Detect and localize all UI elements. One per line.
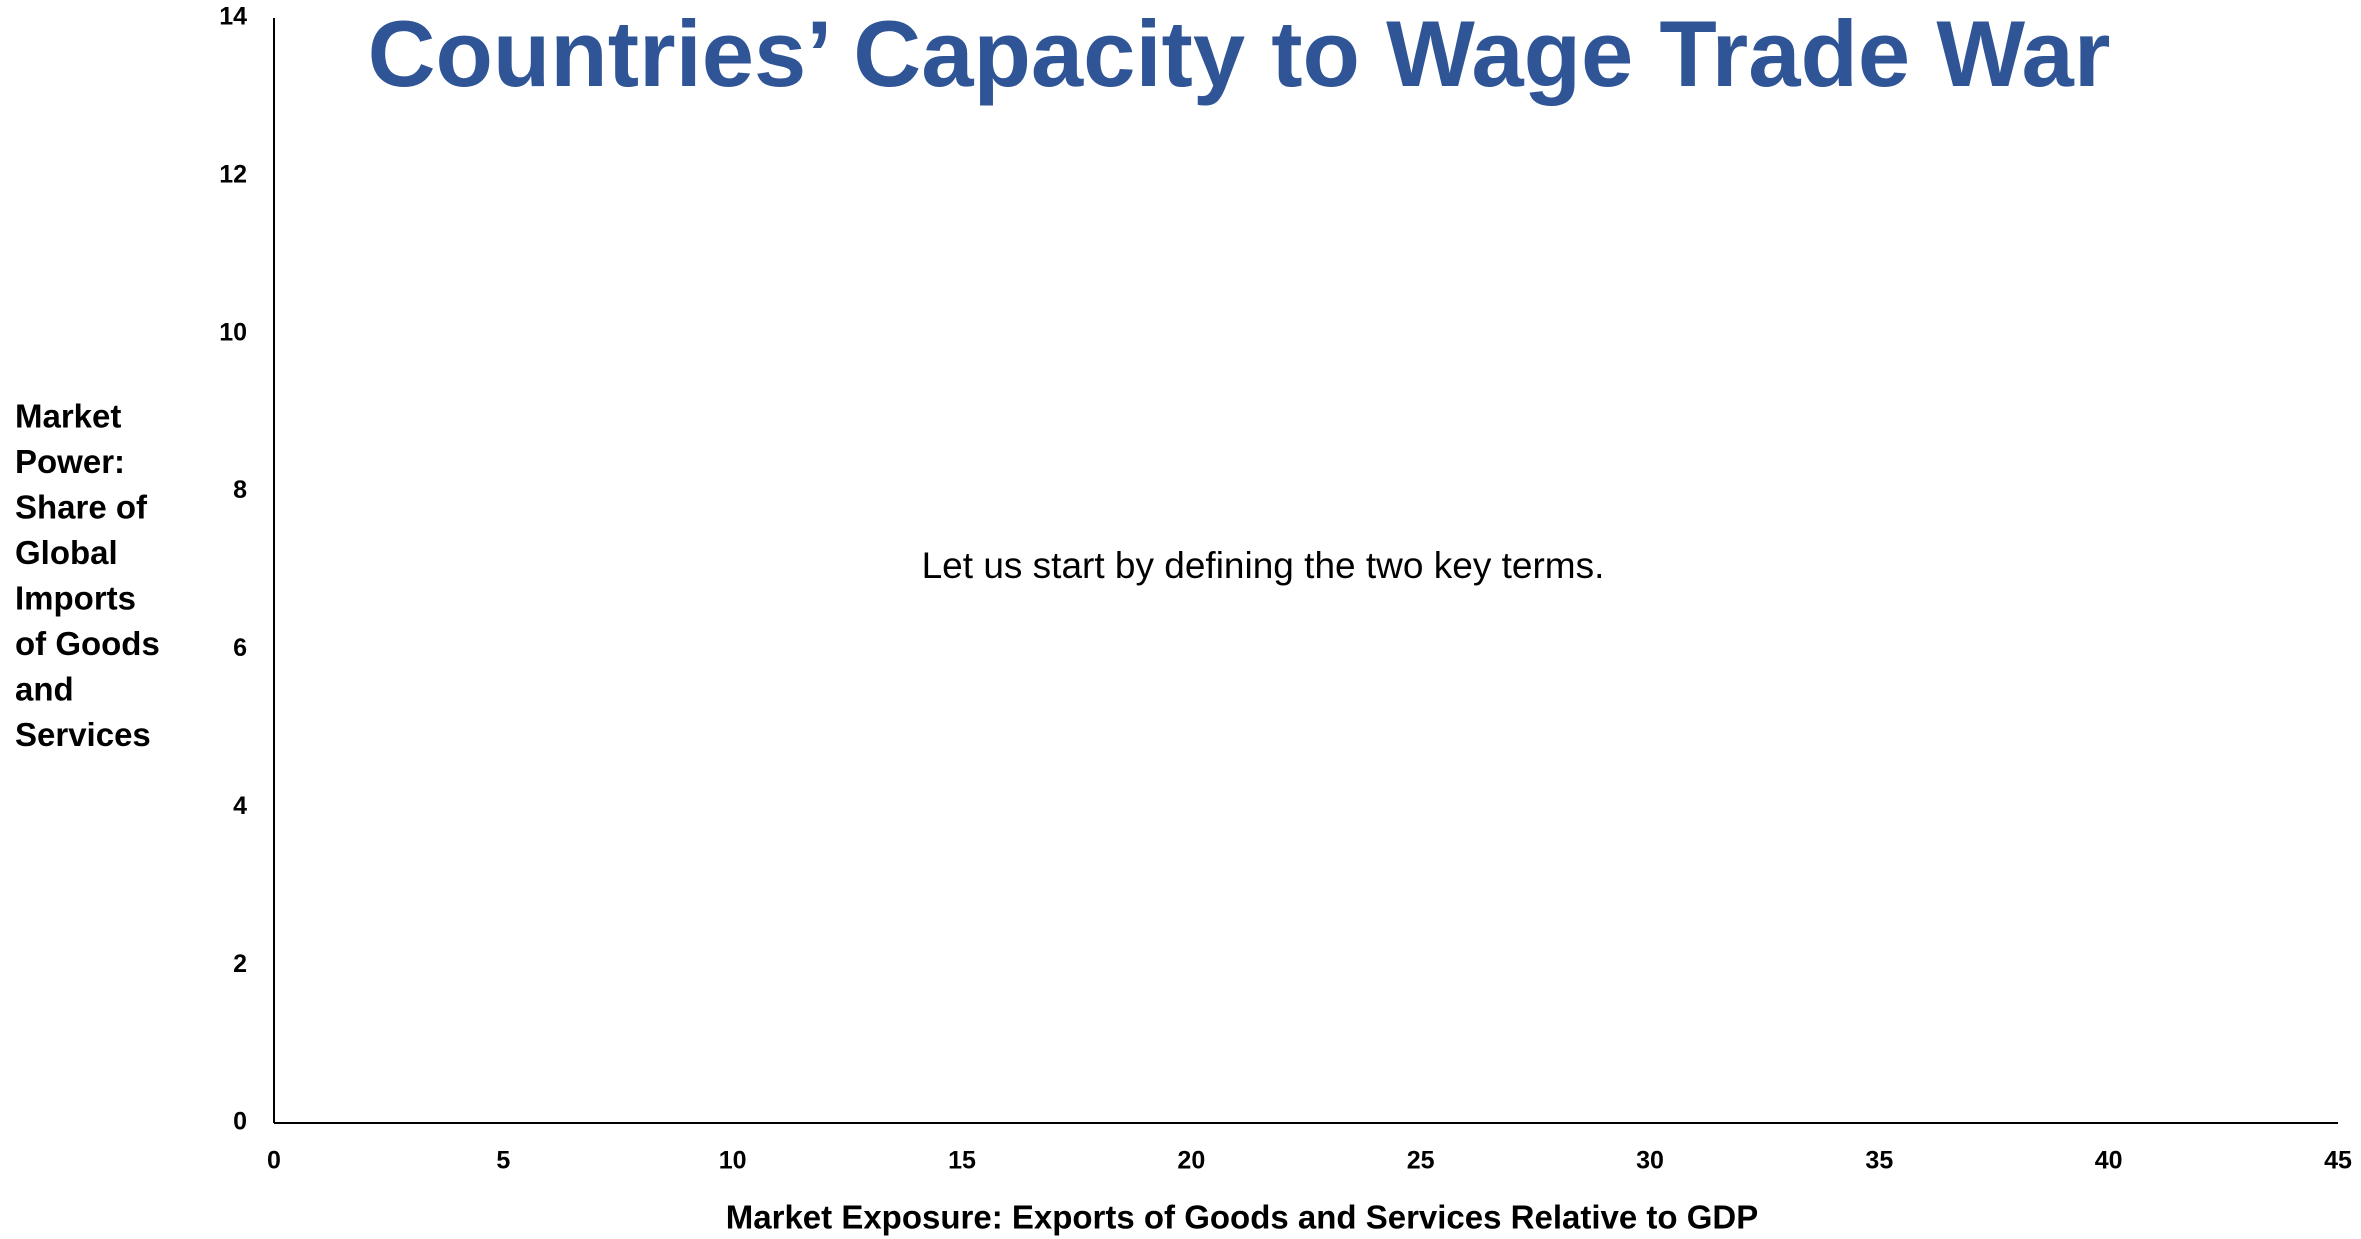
- y-tick-label: 8: [233, 476, 247, 504]
- y-tick-label: 6: [233, 634, 247, 662]
- x-tick-label: 15: [948, 1147, 976, 1175]
- y-tick-label: 14: [219, 3, 247, 31]
- y-axis-label: of Goods: [15, 625, 160, 662]
- y-tick-label: 12: [219, 160, 247, 188]
- x-tick-label: 0: [267, 1147, 281, 1175]
- x-tick-label: 20: [1177, 1147, 1205, 1175]
- y-tick-label: 4: [233, 792, 247, 820]
- chart-title: Countries’ Capacity to Wage Trade War: [368, 1, 2111, 106]
- x-tick-label: 10: [719, 1147, 747, 1175]
- x-axis-label: Market Exposure: Exports of Goods and Se…: [726, 1199, 1758, 1236]
- y-axis-label: Global: [15, 534, 118, 571]
- annotation: Let us start by defining the two key ter…: [922, 545, 1605, 586]
- x-tick-label: 5: [496, 1147, 510, 1175]
- y-axis-label: Services: [15, 716, 151, 753]
- y-tick-label: 2: [233, 950, 247, 978]
- x-tick-label: 35: [1865, 1147, 1893, 1175]
- y-axis-label: Power:: [15, 443, 125, 480]
- y-axis-label: Share of: [15, 489, 148, 526]
- x-tick-label: 40: [2095, 1147, 2123, 1175]
- y-tick-label: 0: [233, 1108, 247, 1136]
- y-axis-label: Market: [15, 398, 121, 435]
- y-axis-label: Imports: [15, 580, 136, 617]
- y-axis-label: and: [15, 671, 74, 708]
- x-tick-label: 25: [1407, 1147, 1435, 1175]
- x-tick-label: 45: [2324, 1147, 2352, 1175]
- x-tick-label: 30: [1636, 1147, 1664, 1175]
- y-tick-label: 10: [219, 318, 247, 346]
